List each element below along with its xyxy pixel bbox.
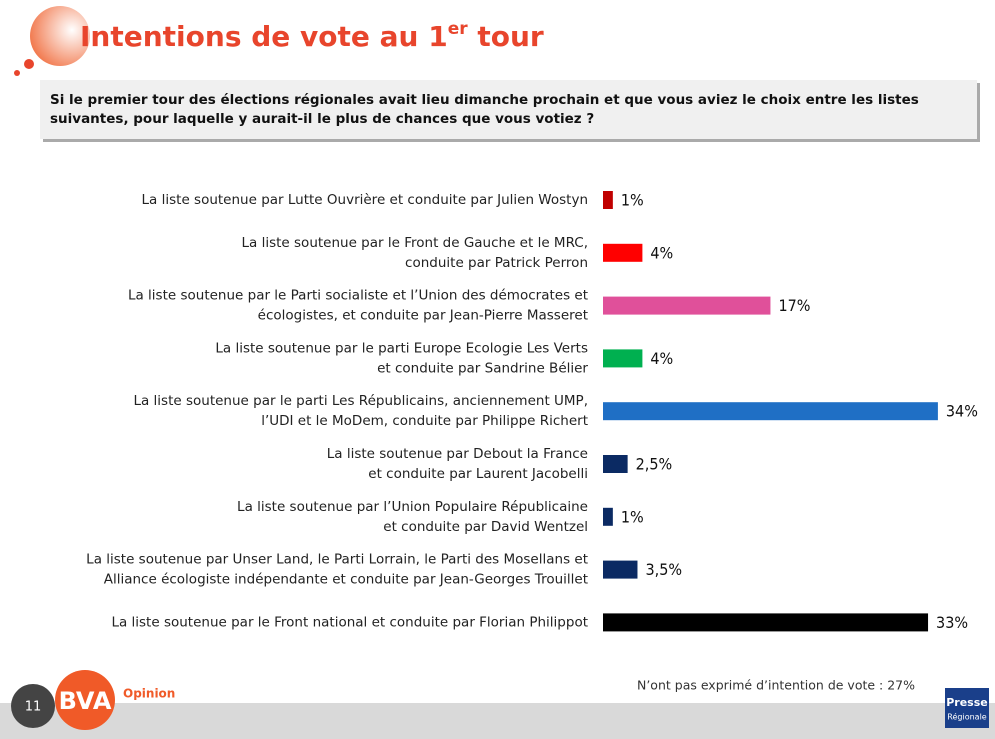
category-label: La liste soutenue par le Front national … (111, 614, 588, 630)
value-label: 33% (936, 613, 968, 632)
page-number: 11 (25, 700, 42, 715)
question-line: suivantes, pour laquelle y aurait-il le … (50, 111, 594, 127)
bar (603, 349, 643, 368)
category-label: Alliance écologiste indépendante et cond… (104, 572, 588, 588)
bar (603, 560, 638, 579)
title: Intentions de vote au 1er tour (80, 19, 544, 53)
value-label: 4% (650, 349, 673, 368)
title-part: Intentions de vote au 1 (80, 20, 448, 53)
value-label: 4% (650, 243, 673, 262)
value-label: 1% (621, 191, 644, 210)
bar (603, 402, 938, 421)
bar (603, 243, 643, 262)
category-label: l’UDI et le MoDem, conduite par Philippe… (261, 413, 588, 429)
category-label: conduite par Patrick Perron (405, 255, 588, 271)
logo: BVA (59, 687, 112, 715)
category-label: et conduite par Sandrine Bélier (377, 360, 588, 376)
partner-text: Régionale (947, 712, 987, 722)
bar (603, 507, 613, 526)
category-label: La liste soutenue par Debout la France (327, 446, 588, 462)
title-part: tour (468, 20, 544, 53)
value-label: 17% (778, 296, 810, 315)
note: N’ont pas exprimé d’intention de vote : … (637, 678, 915, 693)
value-label: 34% (946, 402, 978, 421)
logo-circle (55, 670, 115, 730)
bar (603, 191, 613, 209)
value-label: 1% (621, 507, 644, 526)
category-label: et conduite par David Wentzel (383, 519, 588, 535)
footer-band (0, 703, 995, 739)
category-label: La liste soutenue par le parti Europe Ec… (215, 340, 588, 356)
category-label: La liste soutenue par le Front de Gauche… (242, 235, 588, 251)
title-sup: er (448, 19, 469, 39)
category-label: écologistes, et conduite par Jean-Pierre… (258, 308, 588, 324)
logo-sub: Opinion (123, 687, 175, 701)
decor-dot (24, 59, 34, 69)
partner-logo (945, 688, 989, 728)
bar (603, 296, 771, 315)
category-label: La liste soutenue par le parti Les Répub… (133, 393, 588, 409)
question-line: Si le premier tour des élections régiona… (50, 92, 919, 108)
plot: La liste soutenue par Lutte Ouvrière et … (86, 191, 978, 632)
category-label: La liste soutenue par Unser Land, le Par… (86, 552, 588, 568)
value-label: 2,5% (636, 455, 673, 474)
category-label: La liste soutenue par le Parti socialist… (128, 288, 588, 304)
decor-circle (30, 6, 90, 66)
page-circle (11, 684, 55, 728)
bar (603, 455, 628, 473)
question-box (40, 80, 977, 139)
decor-dot (14, 70, 20, 76)
category-label: La liste soutenue par l’Union Populaire … (237, 499, 588, 515)
bar (603, 613, 929, 632)
partner-text: Presse (946, 696, 988, 709)
category-label: La liste soutenue par Lutte Ouvrière et … (142, 192, 588, 208)
category-label: et conduite par Laurent Jacobelli (368, 466, 588, 482)
value-label: 3,5% (645, 560, 682, 579)
